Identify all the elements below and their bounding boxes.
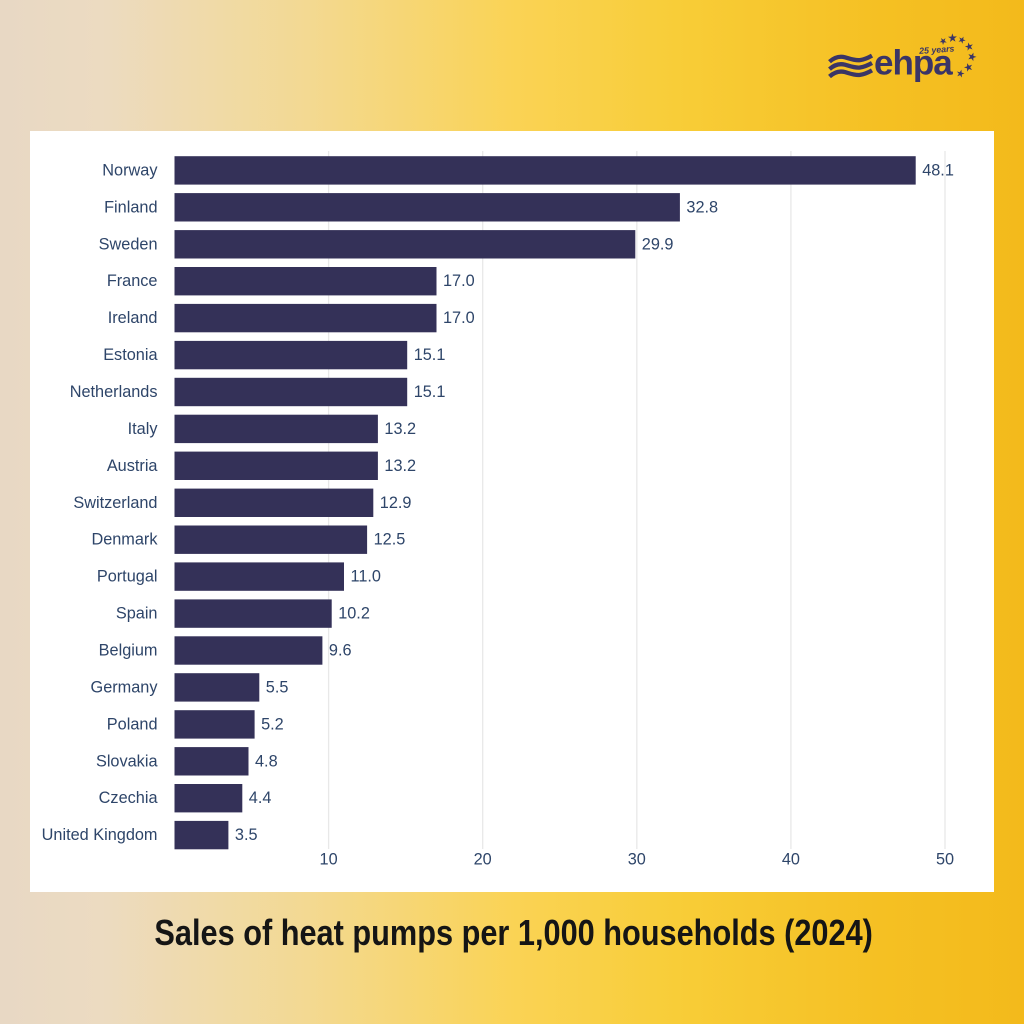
svg-text:9.6: 9.6 <box>329 642 352 660</box>
svg-text:Ireland: Ireland <box>108 309 158 327</box>
svg-text:Portugal: Portugal <box>97 568 158 586</box>
svg-text:Denmark: Denmark <box>91 531 158 549</box>
svg-text:4.4: 4.4 <box>249 789 272 807</box>
svg-text:Austria: Austria <box>107 457 159 475</box>
svg-text:29.9: 29.9 <box>642 235 674 253</box>
svg-text:Norway: Norway <box>102 161 158 179</box>
svg-text:Germany: Germany <box>91 678 159 696</box>
svg-text:40: 40 <box>782 851 800 869</box>
svg-text:32.8: 32.8 <box>686 198 718 216</box>
svg-text:10.2: 10.2 <box>338 605 370 623</box>
svg-text:30: 30 <box>628 851 646 869</box>
svg-text:17.0: 17.0 <box>443 272 475 290</box>
svg-text:ehpa: ehpa <box>874 43 953 82</box>
svg-text:Czechia: Czechia <box>99 789 159 807</box>
svg-text:11.0: 11.0 <box>351 568 381 586</box>
svg-text:15.1: 15.1 <box>414 346 446 364</box>
svg-text:United Kingdom: United Kingdom <box>42 826 158 844</box>
svg-text:Netherlands: Netherlands <box>70 383 158 401</box>
svg-text:48.1: 48.1 <box>922 161 954 179</box>
svg-text:10: 10 <box>320 851 338 869</box>
svg-text:13.2: 13.2 <box>384 457 416 475</box>
svg-text:25 years: 25 years <box>918 43 955 56</box>
svg-text:Poland: Poland <box>107 715 158 733</box>
svg-text:France: France <box>107 272 158 290</box>
svg-text:Belgium: Belgium <box>99 642 158 660</box>
svg-text:Finland: Finland <box>104 198 157 216</box>
svg-text:5.5: 5.5 <box>266 678 289 696</box>
svg-text:5.2: 5.2 <box>261 715 284 733</box>
svg-text:12.9: 12.9 <box>380 494 412 512</box>
svg-text:3.5: 3.5 <box>235 826 258 844</box>
svg-text:4.8: 4.8 <box>255 752 278 770</box>
svg-text:Estonia: Estonia <box>103 346 158 364</box>
svg-text:20: 20 <box>474 851 492 869</box>
svg-text:15.1: 15.1 <box>414 383 446 401</box>
svg-text:13.2: 13.2 <box>384 420 416 438</box>
svg-text:Spain: Spain <box>116 605 158 623</box>
svg-text:Sweden: Sweden <box>99 235 158 253</box>
svg-text:12.5: 12.5 <box>374 531 406 549</box>
svg-text:17.0: 17.0 <box>443 309 475 327</box>
svg-text:50: 50 <box>936 851 954 869</box>
svg-text:Switzerland: Switzerland <box>73 494 157 512</box>
svg-text:Italy: Italy <box>128 420 159 438</box>
svg-text:Slovakia: Slovakia <box>96 752 158 770</box>
